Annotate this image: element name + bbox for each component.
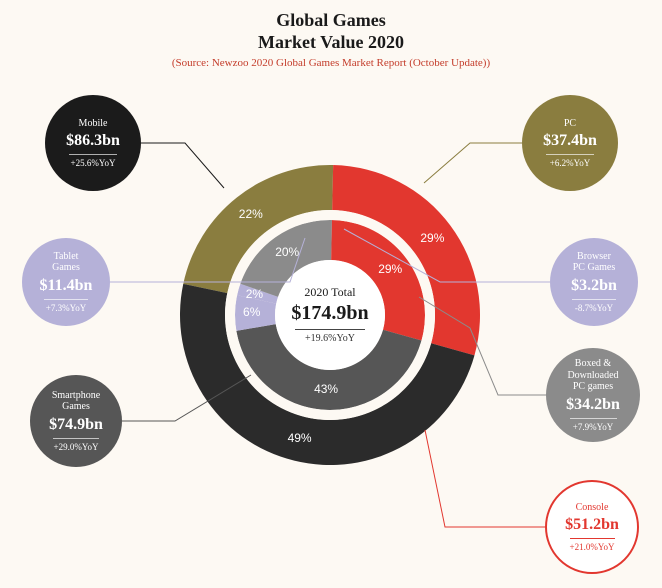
bubble-tablet: TabletGames $11.4bn +7.3%YoY: [22, 238, 110, 326]
center-yoy: +19.6%YoY: [270, 333, 390, 344]
bubble-value: $34.2bn: [566, 395, 620, 414]
bubble-yoy: +7.3%YoY: [46, 303, 86, 313]
bubble-label: Boxed &DownloadedPC games: [567, 358, 618, 393]
bubble-console: Console$51.2bn +21.0%YoY: [545, 480, 639, 574]
segment-pct-pc_inner: 20%: [275, 245, 299, 259]
bubble-yoy: -8.7%YoY: [575, 303, 613, 313]
bubble-smartphone: SmartphoneGames $74.9bn +29.0%YoY: [30, 375, 122, 467]
bubble-yoy: +25.6%YoY: [71, 158, 116, 168]
bubble-label: Console: [576, 502, 609, 514]
segment-pct-mobile: 49%: [288, 431, 312, 445]
leader-console: [425, 430, 545, 527]
bubble-yoy: +29.0%YoY: [54, 442, 99, 452]
center-value: $174.9bn: [270, 302, 390, 325]
bubble-value: $51.2bn: [565, 515, 619, 534]
bubble-label: SmartphoneGames: [52, 390, 100, 413]
leader-pc: [424, 143, 522, 183]
center-rule: [295, 329, 365, 330]
bubble-rule: [572, 299, 616, 300]
bubble-rule: [546, 154, 594, 155]
center-label: 2020 Total: [270, 285, 390, 300]
bubble-label: PC: [564, 118, 576, 130]
segment-pct-smartphone: 43%: [314, 382, 338, 396]
bubble-label: TabletGames: [52, 251, 80, 274]
segment-pct-console: 29%: [420, 231, 444, 245]
bubble-value: $3.2bn: [571, 276, 617, 295]
bubble-mobile: Mobile$86.3bn +25.6%YoY: [45, 95, 141, 191]
bubble-pc: PC$37.4bn +6.2%YoY: [522, 95, 618, 191]
bubble-rule: [570, 418, 617, 419]
leader-mobile: [141, 143, 224, 188]
bubble-value: $37.4bn: [543, 131, 597, 150]
bubble-yoy: +7.9%YoY: [573, 422, 613, 432]
bubble-yoy: +21.0%YoY: [570, 542, 615, 552]
bubble-rule: [53, 438, 99, 439]
bubble-value: $11.4bn: [40, 276, 93, 295]
bubble-browser_pc: BrowserPC Games $3.2bn -8.7%YoY: [550, 238, 638, 326]
bubble-rule: [44, 299, 88, 300]
bubble-rule: [69, 154, 117, 155]
bubble-value: $86.3bn: [66, 131, 120, 150]
bubble-rule: [570, 538, 615, 539]
center-total: 2020 Total $174.9bn +19.6%YoY: [270, 285, 390, 344]
bubble-yoy: +6.2%YoY: [550, 158, 590, 168]
bubble-label: Mobile: [79, 118, 108, 130]
segment-pct-tablet: 6%: [243, 305, 260, 319]
bubble-label: BrowserPC Games: [573, 251, 616, 274]
segment-pct-boxed_pc: 29%: [378, 262, 402, 276]
segment-pct-pc: 22%: [239, 207, 263, 221]
bubble-boxed_pc: Boxed &DownloadedPC games $34.2bn +7.9%YoY: [546, 348, 640, 442]
segment-pct-browser_pc: 2%: [246, 287, 263, 301]
bubble-value: $74.9bn: [49, 415, 103, 434]
